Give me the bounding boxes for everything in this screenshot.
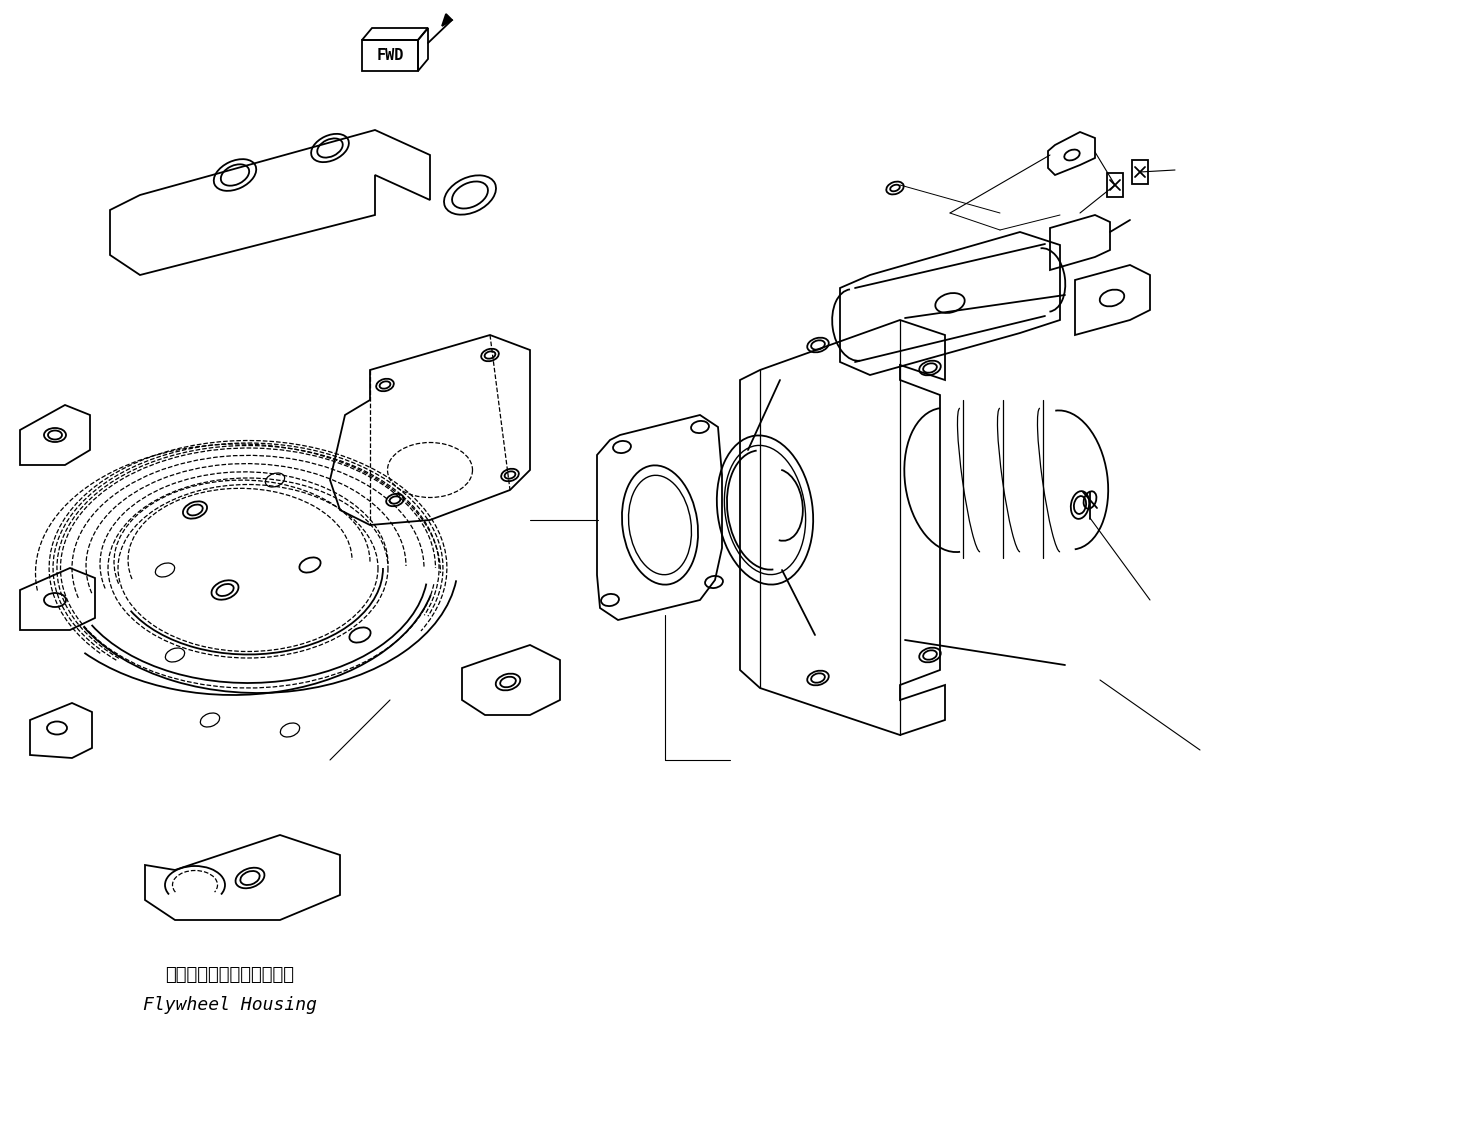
- Polygon shape: [442, 14, 452, 26]
- Text: Flywheel Housing: Flywheel Housing: [143, 996, 317, 1014]
- Text: フライホイールハウジング: フライホイールハウジング: [165, 966, 294, 983]
- Text: FWD: FWD: [376, 48, 404, 62]
